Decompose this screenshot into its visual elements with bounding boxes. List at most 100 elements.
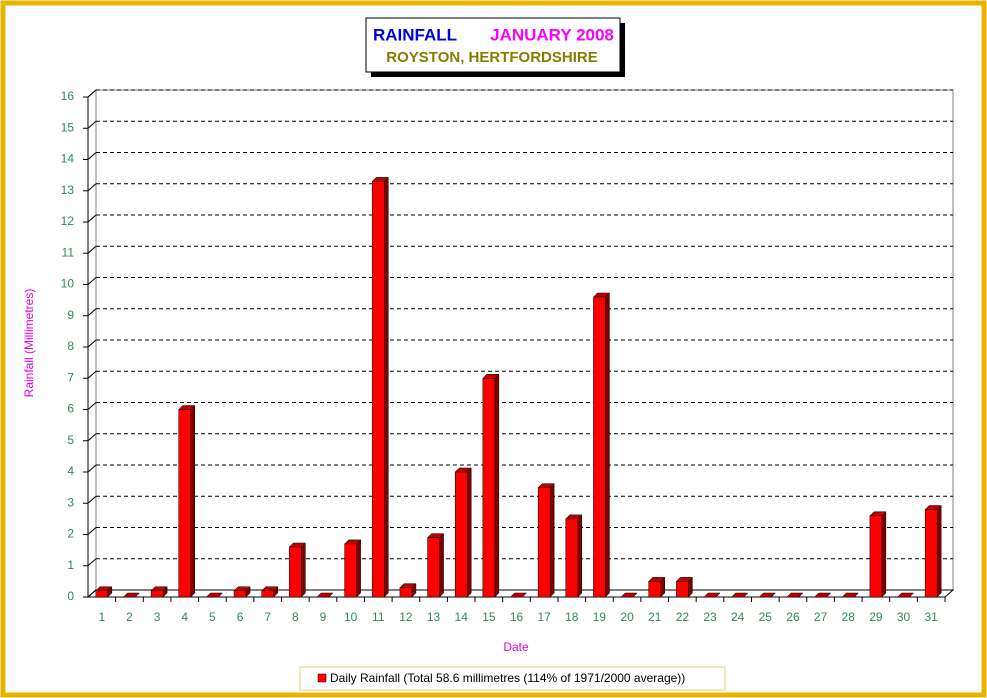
bar [648,581,661,598]
chart-subtitle: ROYSTON, HERTFORDSHIRE [386,49,597,66]
bar [178,409,192,598]
chart-title: RAINFALL [373,25,457,44]
y-tick-diag [87,152,97,160]
y-tick-diag [87,495,97,504]
bar [344,543,357,598]
bar [372,181,385,598]
x-tick-label: 3 [154,610,161,624]
bar-top [731,592,749,598]
x-tick-label: 25 [759,610,773,624]
y-tick-diag [87,277,97,285]
bar-top [620,592,638,598]
bar [454,471,468,598]
x-tick-label: 26 [786,610,800,624]
y-tick-diag [87,558,97,567]
y-axis-label: Rainfall (Millimetres) [22,289,36,398]
y-tick-label: 14 [61,152,75,166]
bar [261,590,274,598]
x-tick-label: 18 [565,610,579,624]
chart-title-period: JANUARY 2008 [490,25,614,44]
bar [233,590,247,598]
bar-top [813,592,832,598]
y-tick-diag [87,214,97,223]
x-tick-label: 30 [897,610,911,624]
y-tick-diag [87,589,97,598]
y-tick-label: 0 [67,589,74,603]
bar-side [577,514,583,598]
bar [565,518,579,598]
bar-top [896,592,915,598]
bar [427,537,440,598]
x-tick-label: 7 [264,610,271,624]
x-tick-label: 2 [126,610,133,624]
y-tick-label: 13 [61,183,75,197]
x-tick-label: 11 [372,610,385,624]
y-tick-label: 2 [67,527,74,541]
y-tick-label: 6 [67,402,74,416]
y-tick-diag [87,245,97,254]
y-tick-label: 8 [67,339,74,353]
y-tick-label: 5 [67,433,74,447]
bar-side [384,176,389,598]
bar [289,546,302,598]
x-tick-label: 22 [676,610,690,624]
bar-side [936,504,942,598]
legend-label: Daily Rainfall (Total 58.6 millimetres (… [330,671,685,685]
bar-side [881,511,887,598]
x-tick-label: 17 [537,610,551,624]
y-tick-diag [87,402,97,410]
x-tick-label: 14 [455,610,469,624]
bar-top [316,592,334,598]
x-tick-label: 1 [98,610,105,624]
x-tick-label: 8 [292,610,299,624]
y-tick-label: 11 [62,245,75,259]
bar [537,487,551,598]
bar-top [758,592,776,598]
x-tick-label: 21 [648,610,662,624]
bar-side [190,404,196,598]
bar [593,296,606,598]
y-tick-diag [87,339,97,348]
x-tick-label: 23 [703,610,717,624]
y-tick-label: 16 [61,89,75,103]
x-tick-label: 10 [344,610,358,624]
y-tick-label: 1 [67,558,74,572]
bar-side [466,467,472,598]
y-tick-label: 4 [67,464,74,478]
bar-side [605,292,610,598]
bar [482,378,496,598]
y-tick-diag [87,464,97,473]
y-tick-label: 7 [67,370,74,384]
legend-swatch [317,673,327,683]
bar-top [841,592,859,598]
x-tick-label: 19 [593,610,607,624]
bar-side [301,542,306,598]
bar-side [439,533,444,598]
bar-top [703,592,721,598]
y-tick-label: 3 [67,495,74,509]
x-tick-label: 6 [237,610,244,624]
bar-top [509,592,528,598]
x-tick-label: 28 [842,610,856,624]
x-axis-label: Date [503,640,529,654]
x-tick-label: 16 [510,610,524,624]
bar-side [356,539,361,598]
x-tick-label: 20 [620,610,634,624]
y-tick-diag [87,183,97,192]
y-tick-label: 15 [61,120,75,134]
x-tick-label: 15 [482,610,496,624]
bar-top [205,592,224,598]
legend-box [299,666,726,691]
bar-top [122,592,141,598]
bar [95,590,109,598]
y-tick-diag [87,527,97,535]
y-tick-label: 9 [67,308,74,322]
y-tick-diag [87,370,97,379]
y-tick-diag [87,433,97,442]
y-tick-diag [87,120,97,129]
title-box [365,17,621,73]
bar [869,515,883,598]
x-tick-label: 13 [427,610,441,624]
